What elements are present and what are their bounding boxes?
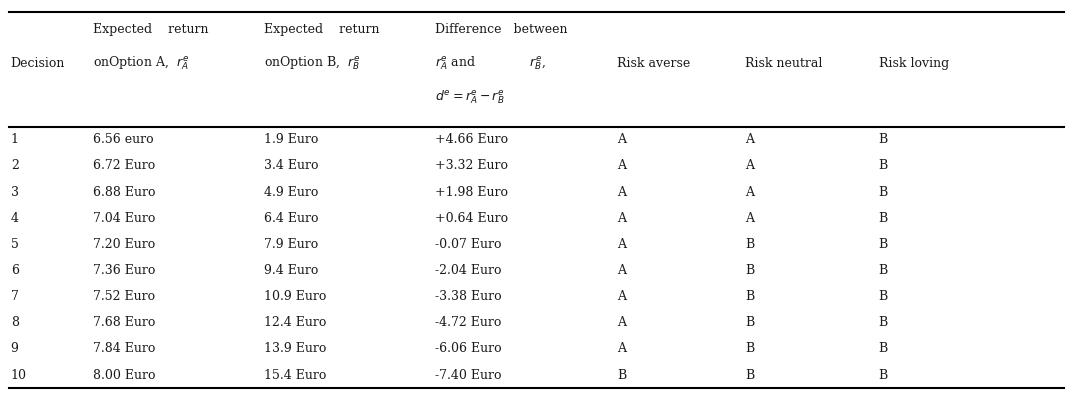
- Text: A: A: [617, 133, 625, 146]
- Text: Expected    return: Expected return: [93, 23, 208, 36]
- Text: Risk neutral: Risk neutral: [745, 57, 822, 70]
- Text: B: B: [745, 369, 755, 381]
- Text: A: A: [745, 186, 754, 198]
- Text: B: B: [745, 264, 755, 277]
- Text: -3.38 Euro: -3.38 Euro: [435, 290, 501, 303]
- Text: B: B: [879, 316, 888, 329]
- Text: -6.06 Euro: -6.06 Euro: [435, 343, 501, 355]
- Text: -4.72 Euro: -4.72 Euro: [435, 316, 501, 329]
- Text: A: A: [617, 160, 625, 172]
- Text: $d^e = r_A^e - r_B^e$: $d^e = r_A^e - r_B^e$: [435, 88, 505, 106]
- Text: 7.20 Euro: 7.20 Euro: [93, 238, 155, 251]
- Text: 7.04 Euro: 7.04 Euro: [93, 212, 155, 225]
- Text: A: A: [617, 290, 625, 303]
- Text: B: B: [745, 316, 755, 329]
- Text: B: B: [745, 343, 755, 355]
- Text: Expected    return: Expected return: [264, 23, 379, 36]
- Text: 7.9 Euro: 7.9 Euro: [264, 238, 319, 251]
- Text: Risk averse: Risk averse: [617, 57, 691, 70]
- Text: B: B: [879, 290, 888, 303]
- Text: 10.9 Euro: 10.9 Euro: [264, 290, 326, 303]
- Text: A: A: [617, 238, 625, 251]
- Text: B: B: [745, 290, 755, 303]
- Text: 6.4 Euro: 6.4 Euro: [264, 212, 319, 225]
- Text: A: A: [617, 343, 625, 355]
- Text: 6.88 Euro: 6.88 Euro: [93, 186, 155, 198]
- Text: A: A: [617, 316, 625, 329]
- Text: onOption A,  $r_A^e$: onOption A, $r_A^e$: [93, 55, 189, 72]
- Text: 9: 9: [11, 343, 18, 355]
- Text: 7.52 Euro: 7.52 Euro: [93, 290, 155, 303]
- Text: 8.00 Euro: 8.00 Euro: [93, 369, 155, 381]
- Text: 8: 8: [11, 316, 18, 329]
- Text: $r_A^e$ and              $r_B^e$,: $r_A^e$ and $r_B^e$,: [435, 55, 546, 72]
- Text: B: B: [745, 238, 755, 251]
- Text: Risk loving: Risk loving: [879, 57, 949, 70]
- Text: 10: 10: [11, 369, 27, 381]
- Text: B: B: [879, 212, 888, 225]
- Text: 13.9 Euro: 13.9 Euro: [264, 343, 326, 355]
- Text: +1.98 Euro: +1.98 Euro: [435, 186, 508, 198]
- Text: B: B: [879, 186, 888, 198]
- Text: onOption B,  $r_B^e$: onOption B, $r_B^e$: [264, 55, 360, 72]
- Text: 5: 5: [11, 238, 18, 251]
- Text: 7.84 Euro: 7.84 Euro: [93, 343, 155, 355]
- Text: B: B: [879, 238, 888, 251]
- Text: 7.36 Euro: 7.36 Euro: [93, 264, 155, 277]
- Text: 6.56 euro: 6.56 euro: [93, 133, 154, 146]
- Text: 7: 7: [11, 290, 18, 303]
- Text: 4: 4: [11, 212, 18, 225]
- Text: B: B: [879, 264, 888, 277]
- Text: 4.9 Euro: 4.9 Euro: [264, 186, 319, 198]
- Text: -0.07 Euro: -0.07 Euro: [435, 238, 501, 251]
- Text: B: B: [879, 160, 888, 172]
- Text: Difference   between: Difference between: [435, 23, 568, 36]
- Text: 2: 2: [11, 160, 18, 172]
- Text: -2.04 Euro: -2.04 Euro: [435, 264, 501, 277]
- Text: Decision: Decision: [11, 57, 65, 70]
- Text: A: A: [617, 186, 625, 198]
- Text: 12.4 Euro: 12.4 Euro: [264, 316, 326, 329]
- Text: B: B: [879, 133, 888, 146]
- Text: B: B: [879, 343, 888, 355]
- Text: A: A: [745, 133, 754, 146]
- Text: 6.72 Euro: 6.72 Euro: [93, 160, 155, 172]
- Text: 9.4 Euro: 9.4 Euro: [264, 264, 319, 277]
- Text: 3: 3: [11, 186, 18, 198]
- Text: A: A: [745, 160, 754, 172]
- Text: 1.9 Euro: 1.9 Euro: [264, 133, 319, 146]
- Text: A: A: [617, 212, 625, 225]
- Text: 15.4 Euro: 15.4 Euro: [264, 369, 326, 381]
- Text: 1: 1: [11, 133, 18, 146]
- Text: A: A: [745, 212, 754, 225]
- Text: +4.66 Euro: +4.66 Euro: [435, 133, 508, 146]
- Text: +0.64 Euro: +0.64 Euro: [435, 212, 508, 225]
- Text: B: B: [617, 369, 626, 381]
- Text: 6: 6: [11, 264, 18, 277]
- Text: 7.68 Euro: 7.68 Euro: [93, 316, 155, 329]
- Text: 3.4 Euro: 3.4 Euro: [264, 160, 319, 172]
- Text: -7.40 Euro: -7.40 Euro: [435, 369, 501, 381]
- Text: A: A: [617, 264, 625, 277]
- Text: +3.32 Euro: +3.32 Euro: [435, 160, 508, 172]
- Text: B: B: [879, 369, 888, 381]
